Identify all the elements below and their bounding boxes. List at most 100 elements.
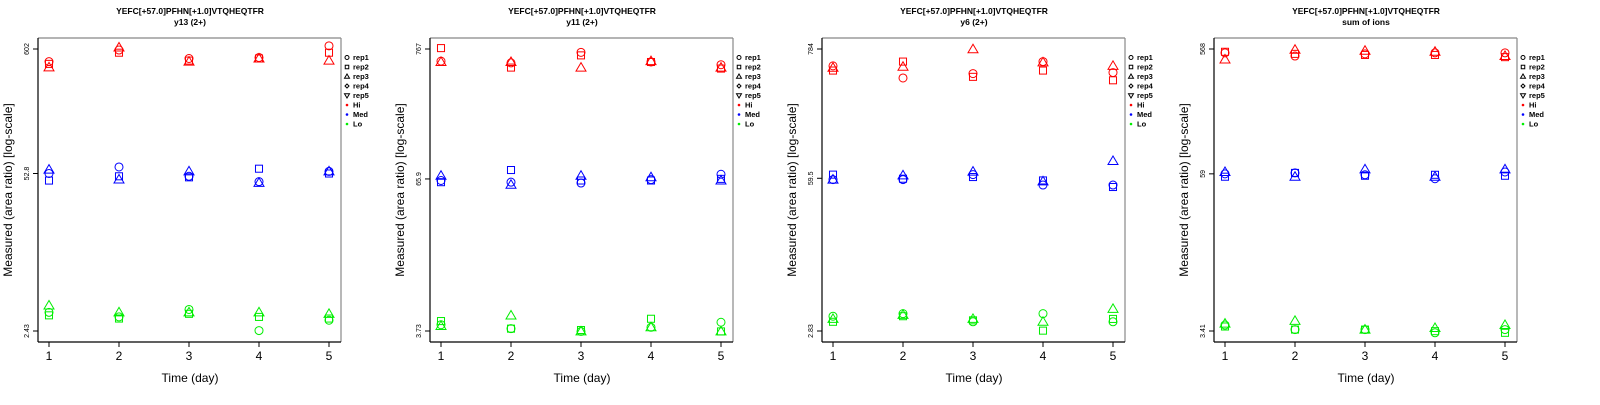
data-point-lo-rep2 — [114, 314, 124, 323]
data-point-med-rep2 — [436, 178, 446, 187]
data-point-lo-rep1 — [44, 307, 54, 317]
y-tick-label: 59.5 — [808, 171, 815, 185]
data-point-lo-rep3 — [715, 325, 727, 336]
data-point-hi-rep2 — [436, 44, 446, 53]
legend-label: rep2 — [1137, 63, 1153, 72]
legend-label: rep2 — [353, 63, 369, 72]
data-point-lo-rep2 — [506, 324, 516, 333]
legend-label: rep3 — [1529, 72, 1545, 81]
data-point-med-rep1 — [1108, 180, 1118, 190]
legend-label: rep5 — [1137, 91, 1153, 100]
data-point-hi-rep3 — [1359, 44, 1371, 55]
data-point-med-rep2 — [1500, 171, 1510, 180]
legend-label: Med — [1137, 110, 1152, 119]
legend-label: rep5 — [745, 91, 761, 100]
data-point-lo-rep2 — [254, 312, 264, 321]
legend-color-dot-icon — [1129, 122, 1133, 126]
legend-label: Lo — [353, 120, 363, 129]
data-point-hi-rep2 — [114, 48, 124, 57]
data-point-hi-rep1 — [324, 41, 334, 51]
legend-symbol-diamond-icon — [1520, 83, 1526, 89]
data-point-med-rep2 — [576, 176, 586, 185]
x-axis-label: Time (day) — [554, 371, 611, 385]
data-point-lo-rep2 — [1108, 314, 1118, 323]
x-tick-label: 2 — [1292, 349, 1299, 363]
data-point-med-rep3 — [575, 169, 587, 180]
data-point-med-rep3 — [1429, 170, 1441, 181]
legend-symbol-square-icon — [344, 64, 350, 70]
data-point-med-rep3 — [505, 178, 517, 189]
x-tick-label: 5 — [1502, 349, 1509, 363]
y-tick-label: 2.83 — [808, 324, 815, 338]
data-point-hi-rep2 — [576, 51, 586, 60]
legend-symbol-triangle-up-icon — [343, 73, 351, 79]
chart-subtitle: y11 (2+) — [566, 17, 598, 27]
legend-label: Med — [1529, 110, 1544, 119]
legend-label: rep4 — [745, 82, 762, 91]
legend-symbol-triangle-down-icon — [735, 93, 743, 99]
legend-label: rep5 — [1529, 91, 1545, 100]
data-point-med-rep2 — [1360, 171, 1370, 180]
x-tick-label: 2 — [508, 349, 515, 363]
data-point-hi-rep3 — [505, 56, 517, 67]
legend-symbol-square-icon — [736, 64, 742, 70]
legend-color-dot-icon — [345, 122, 349, 126]
legend-label: rep2 — [745, 63, 761, 72]
data-point-lo-rep2 — [1290, 325, 1300, 334]
y-tick-label: 65.9 — [416, 172, 423, 186]
x-tick-label: 4 — [256, 349, 263, 363]
legend-symbol-triangle-up-icon — [1127, 73, 1135, 79]
data-point-lo-rep2 — [1500, 328, 1510, 337]
data-point-med-rep3 — [1219, 166, 1231, 177]
data-point-lo-rep3 — [183, 306, 195, 317]
chart-subtitle: y13 (2+) — [174, 17, 206, 27]
data-point-hi-rep2 — [1038, 66, 1048, 75]
legend-color-dot-icon — [345, 103, 349, 107]
data-point-med-rep2 — [1290, 168, 1300, 177]
legend-label: rep3 — [353, 72, 369, 81]
y-tick-label: 52.8 — [24, 167, 31, 181]
data-point-lo-rep2 — [436, 317, 446, 326]
x-tick-label: 4 — [648, 349, 655, 363]
data-point-hi-rep1 — [1500, 48, 1510, 58]
data-point-lo-rep1 — [1108, 317, 1118, 327]
data-point-lo-rep1 — [828, 311, 838, 321]
data-point-hi-rep3 — [323, 54, 335, 65]
data-point-hi-rep3 — [435, 56, 447, 67]
legend-label: rep1 — [745, 53, 761, 62]
x-axis-label: Time (day) — [1338, 371, 1395, 385]
data-point-med-rep2 — [184, 173, 194, 182]
data-point-med-rep3 — [645, 171, 657, 182]
data-point-lo-rep3 — [1359, 323, 1371, 334]
data-point-lo-rep2 — [828, 317, 838, 326]
data-point-hi-rep2 — [1108, 76, 1118, 85]
data-point-lo-rep3 — [645, 321, 657, 332]
data-point-med-rep3 — [43, 163, 55, 174]
data-point-med-rep1 — [576, 178, 586, 188]
x-tick-label: 5 — [1110, 349, 1117, 363]
data-point-med-rep1 — [436, 175, 446, 185]
x-tick-label: 1 — [1222, 349, 1229, 363]
data-point-hi-rep3 — [1107, 59, 1119, 70]
x-tick-label: 1 — [438, 349, 445, 363]
x-tick-label: 5 — [718, 349, 725, 363]
data-point-lo-rep3 — [575, 325, 587, 336]
x-tick-label: 3 — [1362, 349, 1369, 363]
data-point-hi-rep3 — [113, 41, 125, 52]
data-point-lo-rep2 — [646, 314, 656, 323]
y-axis-label: Measured (area ratio) [log-scale] — [393, 103, 407, 276]
y-tick-label: 767 — [416, 43, 423, 55]
data-point-lo-rep3 — [827, 312, 839, 323]
y-tick-label: 3.73 — [416, 324, 423, 338]
data-point-hi-rep3 — [1429, 45, 1441, 56]
data-point-med-rep3 — [113, 173, 125, 184]
legend-label: rep3 — [745, 72, 761, 81]
data-point-med-rep1 — [716, 169, 726, 179]
data-point-lo-rep2 — [1038, 326, 1048, 335]
legend-color-dot-icon — [1521, 113, 1525, 116]
data-point-med-rep3 — [323, 165, 335, 176]
